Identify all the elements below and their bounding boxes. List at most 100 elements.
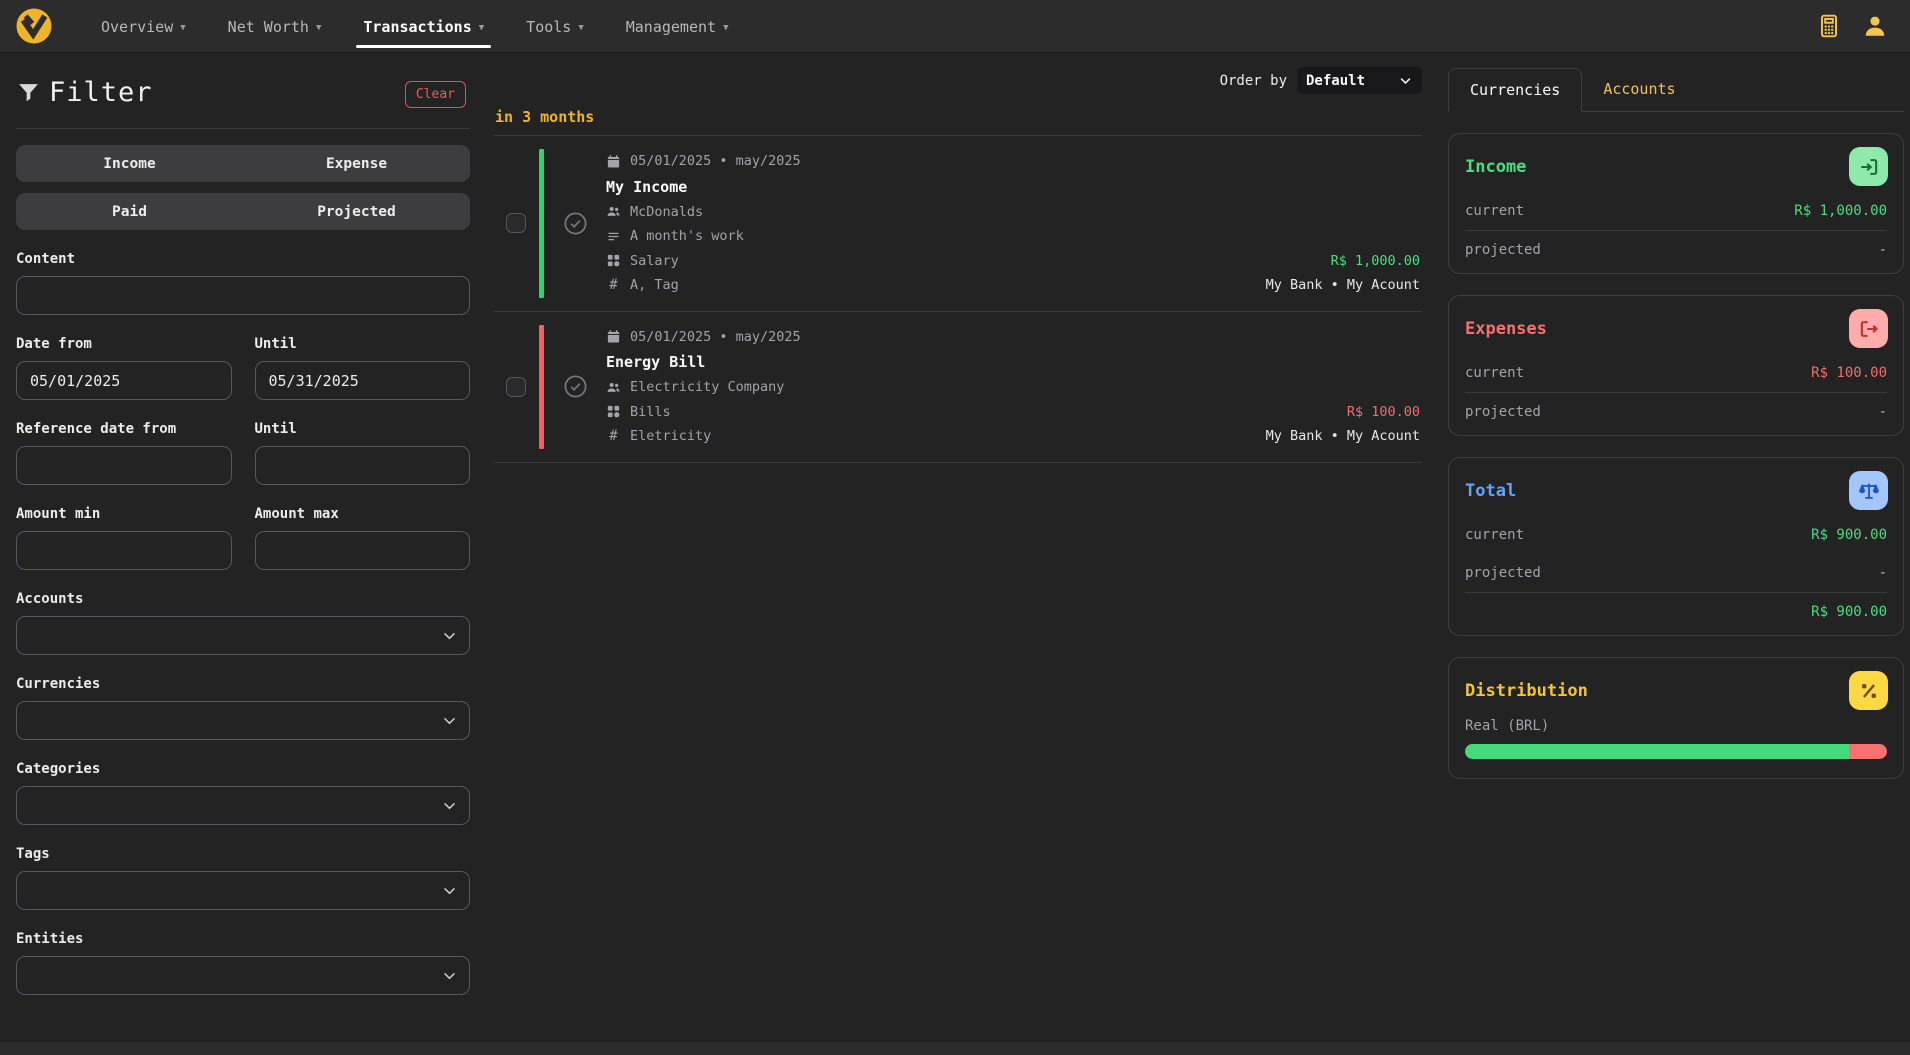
chevron-down-icon: ▼ [723,22,729,33]
entities-label: Entities [16,931,84,947]
income-projected-value: - [1878,242,1887,258]
transaction-amount: R$ 100.00 [1346,403,1420,420]
expenses-projected-value: - [1878,404,1887,420]
transaction-account: My Bank • My Acount [1265,277,1420,294]
order-by-label: Order by [1219,72,1287,89]
date-from-label: Date from [16,336,92,352]
amount-max-input[interactable] [254,531,470,570]
amount-min-label: Amount min [16,506,101,522]
total-current-value: R$ 900.00 [1811,527,1887,543]
expenses-card-title: Expenses [1465,318,1547,339]
transaction-row-expense[interactable]: 05/01/2025 • may/2025 Energy Bill Electr… [493,312,1422,463]
chevron-down-icon [1400,78,1411,85]
status-toggle: Paid Projected [16,193,470,230]
projected-toggle-button[interactable]: Projected [243,193,470,230]
top-navbar: Overview ▼ Net Worth ▼ Transactions ▼ To… [0,0,1910,53]
currencies-select[interactable] [16,701,470,740]
accounts-select[interactable] [16,616,470,655]
paid-toggle-button[interactable]: Paid [16,193,243,230]
distribution-card-title: Distribution [1465,680,1588,701]
transaction-date: 05/01/2025 • may/2025 [630,328,801,345]
balance-scale-icon[interactable] [1849,471,1888,510]
divider [1465,592,1887,593]
filter-funnel-icon [19,84,38,102]
income-card-title: Income [1465,156,1527,177]
bottom-strip [0,1042,1910,1055]
nav-label: Management [625,17,717,36]
expense-color-bar [539,324,544,449]
distribution-income-segment [1465,744,1849,759]
group-header: in 3 months [493,106,1422,136]
transaction-entity: Electricity Company [630,379,785,396]
transaction-tags: Eletricity [630,428,712,445]
entity-people-icon [607,382,620,392]
nav-item-overview[interactable]: Overview ▼ [80,0,207,53]
total-sum-value: R$ 900.00 [1811,604,1887,620]
projected-label: projected [1465,565,1541,581]
calendar-icon [607,155,620,168]
order-by-value: Default [1306,72,1366,89]
tab-accounts[interactable]: Accounts [1603,80,1676,98]
chevron-down-icon: ▼ [478,22,485,33]
transaction-category: Salary [630,252,679,269]
amount-min-input[interactable] [16,531,232,570]
calculator-icon[interactable] [1816,13,1842,39]
nav-item-transactions[interactable]: Transactions ▼ [342,0,505,53]
distribution-card: Distribution Real (BRL) [1448,657,1904,779]
categories-select[interactable] [16,786,470,825]
nav-label: Transactions [363,17,472,36]
nav-item-tools[interactable]: Tools ▼ [505,0,605,53]
chevron-down-icon: ▼ [315,22,322,33]
chevron-down-icon: ▼ [578,22,584,33]
type-toggle: Income Expense [16,145,470,182]
order-by-select[interactable]: Default [1297,67,1422,94]
chevron-down-icon: ▼ [180,22,186,33]
paid-check-circle-icon [563,212,587,235]
nav-label: Tools [526,17,572,36]
amount-max-label: Amount max [254,506,339,522]
date-from-input[interactable] [16,361,232,400]
categories-label: Categories [16,761,101,777]
clear-filter-button[interactable]: Clear [404,81,466,108]
projected-label: projected [1465,242,1541,258]
income-toggle-button[interactable]: Income [16,145,243,182]
transaction-checkbox[interactable] [506,376,526,397]
nav-item-management[interactable]: Management ▼ [605,0,750,53]
reference-date-until-label: Until [254,421,297,437]
content-label: Content [16,251,76,267]
expenses-card: Expenses current R$ 100.00 projected [1448,295,1904,436]
reference-date-until-input[interactable] [254,446,470,485]
income-login-arrow-icon[interactable] [1849,147,1888,186]
entities-select[interactable] [16,956,470,995]
tab-currencies[interactable]: Currencies [1448,68,1583,112]
total-card-title: Total [1465,480,1517,501]
distribution-bar [1465,744,1887,759]
summary-tabs: Currencies Accounts [1448,67,1904,112]
user-profile-icon[interactable] [1862,13,1888,39]
expense-toggle-button[interactable]: Expense [243,145,470,182]
transaction-date: 05/01/2025 • may/2025 [630,153,801,170]
tags-select[interactable] [16,871,470,910]
transaction-checkbox[interactable] [506,213,526,234]
expenses-logout-arrow-icon[interactable] [1849,309,1888,348]
reference-date-from-label: Reference date from [16,421,177,437]
content-input[interactable] [16,276,470,315]
current-label: current [1465,527,1525,543]
filter-sidebar: Filter Clear Income Expense Paid Project… [0,53,487,1055]
transaction-row-income[interactable]: 05/01/2025 • may/2025 My Income McDonald… [493,136,1422,312]
hash-icon: # [609,277,618,294]
total-card: Total current R$ 900.00 projected [1448,457,1904,636]
date-until-input[interactable] [254,361,470,400]
transaction-account: My Bank • My Acount [1265,428,1420,445]
transaction-title: My Income [606,177,688,196]
nav-item-net-worth[interactable]: Net Worth ▼ [207,0,343,53]
total-projected-value: - [1878,565,1887,581]
app-logo-icon[interactable] [14,6,54,46]
reference-date-from-input[interactable] [16,446,232,485]
current-label: current [1465,203,1525,219]
category-icon [607,406,620,418]
percent-icon[interactable] [1849,671,1888,710]
accounts-label: Accounts [16,591,84,607]
filter-title: Filter [49,77,153,108]
